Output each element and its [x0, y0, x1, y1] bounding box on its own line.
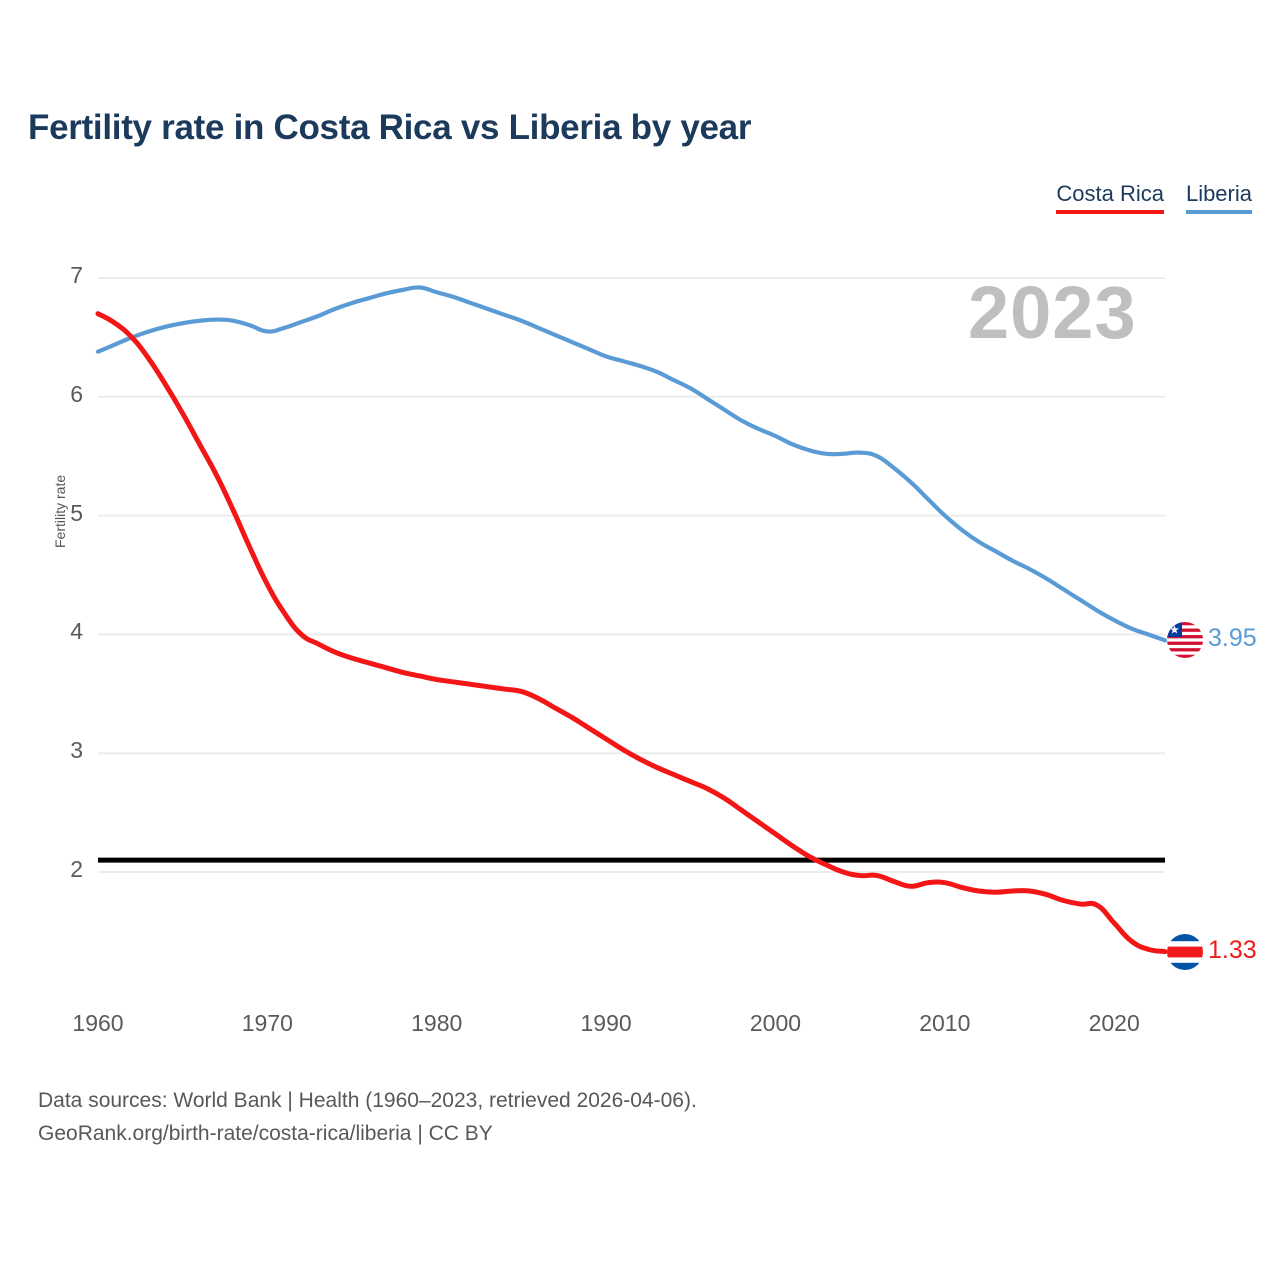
y-tick-5: 5	[70, 499, 83, 526]
y-tick-4: 4	[70, 618, 83, 645]
footer-line-2: GeoRank.org/birth-rate/costa-rica/liberi…	[38, 1121, 493, 1145]
y-tick-6: 6	[70, 380, 83, 407]
x-tick-2020: 2020	[1088, 1010, 1140, 1036]
y-tick-7: 7	[70, 262, 83, 288]
legend-item-costa-rica[interactable]: Costa Rica	[1056, 183, 1164, 214]
y-tick-2: 2	[70, 856, 83, 882]
series-line-liberia	[95, 285, 1168, 643]
x-tick-1990: 1990	[580, 1010, 632, 1036]
footer-line-1: Data sources: World Bank | Health (1960–…	[38, 1089, 697, 1112]
footer-sources: Data sources: World Bank | Health (1960–…	[38, 1085, 697, 1150]
x-tick-1960: 1960	[72, 1010, 124, 1036]
costa-rica-flag-icon	[1167, 933, 1203, 970]
year-watermark: 2023	[968, 271, 1137, 354]
liberia-flag-icon	[1167, 622, 1203, 659]
page-title: Fertility rate in Costa Rica vs Liberia …	[28, 108, 752, 147]
gridlines	[98, 277, 1165, 873]
legend-item-liberia[interactable]: Liberia	[1185, 183, 1252, 214]
chart-legend: Costa Rica Liberia	[1056, 183, 1252, 214]
x-tick-2000: 2000	[749, 1010, 802, 1036]
x-tick-2010: 2010	[919, 1010, 971, 1036]
series-line-costa-rica	[95, 311, 1168, 955]
x-tick-1970: 1970	[241, 1010, 293, 1036]
endpoint-value-liberia: 3.95	[1208, 624, 1257, 653]
endpoint-value-costa-rica: 1.33	[1208, 935, 1257, 964]
x-tick-1980: 1980	[411, 1010, 463, 1036]
y-tick-3: 3	[70, 737, 83, 764]
